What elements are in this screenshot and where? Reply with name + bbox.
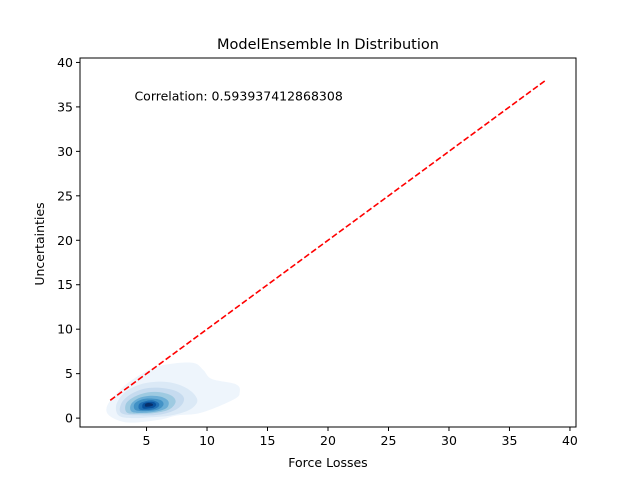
x-tick-label: 5 xyxy=(143,433,151,448)
correlation-annotation: Correlation: 0.593937412868308 xyxy=(134,88,342,103)
x-tick-label: 20 xyxy=(320,433,336,448)
x-axis-ticks: 5 10 15 20 25 30 35 40 xyxy=(143,427,578,448)
y-tick-label: 20 xyxy=(57,233,73,248)
x-tick-label: 30 xyxy=(441,433,457,448)
y-tick-label: 25 xyxy=(57,188,73,203)
x-tick-label: 35 xyxy=(502,433,518,448)
y-tick-label: 10 xyxy=(57,322,73,337)
y-tick-label: 0 xyxy=(65,411,73,426)
x-tick-label: 40 xyxy=(562,433,578,448)
x-tick-label: 10 xyxy=(199,433,215,448)
y-axis-label: Uncertainties xyxy=(32,202,47,285)
y-tick-label: 35 xyxy=(57,99,73,114)
y-tick-label: 40 xyxy=(57,55,73,70)
x-axis-label: Force Losses xyxy=(288,455,367,470)
x-tick-label: 15 xyxy=(260,433,276,448)
y-axis-ticks: 0 5 10 15 20 25 30 35 40 xyxy=(57,55,80,426)
y-tick-label: 30 xyxy=(57,144,73,159)
x-tick-label: 25 xyxy=(381,433,397,448)
y-tick-label: 5 xyxy=(65,366,73,381)
chart-title: ModelEnsemble In Distribution xyxy=(217,37,439,53)
y-tick-label: 15 xyxy=(57,277,73,292)
density-contours xyxy=(106,362,240,423)
density-level-9 xyxy=(144,402,154,407)
reference-line xyxy=(109,79,547,401)
plot-area: Correlation: 0.593937412868308 xyxy=(79,57,577,428)
